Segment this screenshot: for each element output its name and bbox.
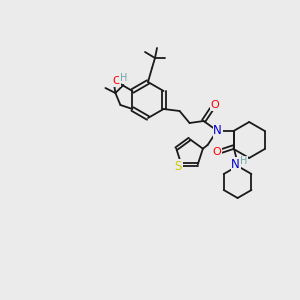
Text: H: H xyxy=(120,73,127,83)
Text: O: O xyxy=(112,76,121,86)
Text: O: O xyxy=(212,147,221,157)
Text: N: N xyxy=(231,158,240,170)
Text: O: O xyxy=(210,100,219,110)
Text: S: S xyxy=(175,160,182,173)
Text: N: N xyxy=(213,124,222,137)
Text: H: H xyxy=(240,156,247,166)
